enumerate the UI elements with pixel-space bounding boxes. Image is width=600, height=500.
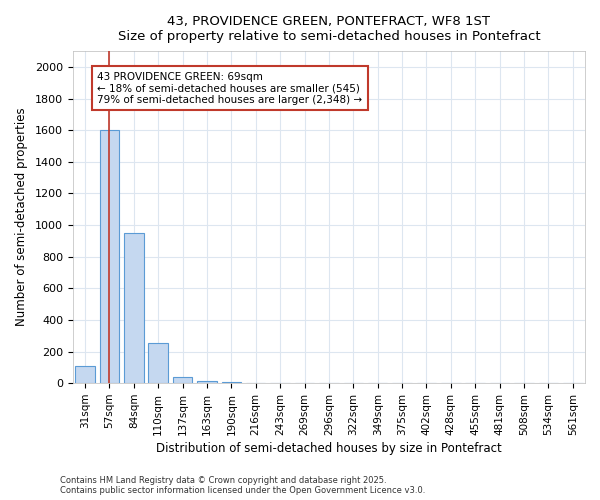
- Text: 43 PROVIDENCE GREEN: 69sqm
← 18% of semi-detached houses are smaller (545)
79% o: 43 PROVIDENCE GREEN: 69sqm ← 18% of semi…: [97, 72, 362, 105]
- Bar: [197, 381, 217, 383]
- Bar: [100, 130, 119, 383]
- Bar: [75, 366, 95, 383]
- Bar: [173, 377, 193, 383]
- Bar: [148, 343, 168, 383]
- Text: Contains HM Land Registry data © Crown copyright and database right 2025.
Contai: Contains HM Land Registry data © Crown c…: [60, 476, 425, 495]
- Title: 43, PROVIDENCE GREEN, PONTEFRACT, WF8 1ST
Size of property relative to semi-deta: 43, PROVIDENCE GREEN, PONTEFRACT, WF8 1S…: [118, 15, 540, 43]
- X-axis label: Distribution of semi-detached houses by size in Pontefract: Distribution of semi-detached houses by …: [156, 442, 502, 455]
- Bar: [124, 233, 143, 383]
- Y-axis label: Number of semi-detached properties: Number of semi-detached properties: [15, 108, 28, 326]
- Bar: [221, 382, 241, 383]
